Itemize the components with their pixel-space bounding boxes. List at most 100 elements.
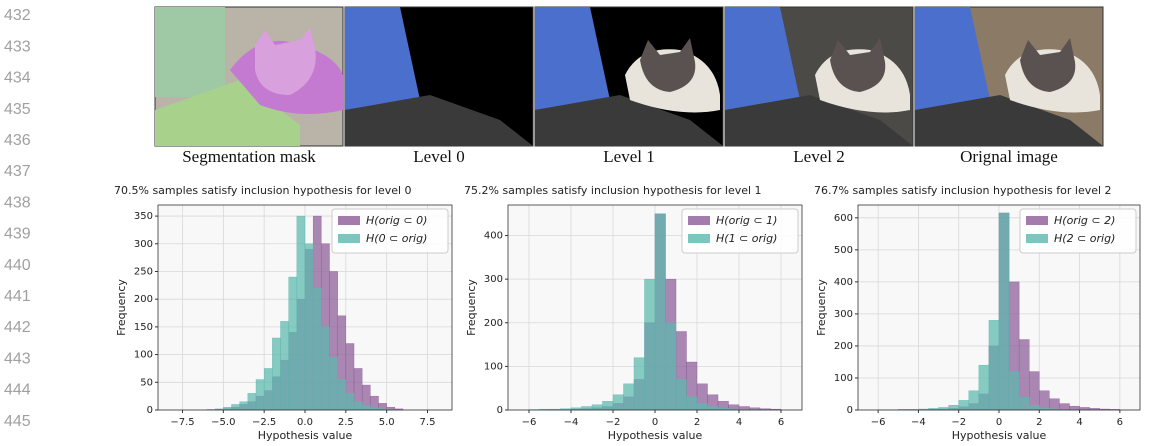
x-tick-label: 2.5 (338, 417, 354, 428)
legend-label: H(0 ⊂ orig) (366, 232, 427, 245)
legend-swatch (338, 216, 360, 225)
x-tick-label: −5.0 (211, 417, 235, 428)
histogram-bar (989, 320, 999, 410)
line-number: 437 (4, 163, 31, 180)
legend-swatch (1026, 216, 1048, 225)
x-tick-label: −4 (564, 417, 579, 428)
y-tick-label: 200 (834, 341, 853, 352)
y-tick-label: 0 (847, 405, 853, 416)
histogram-bar (592, 405, 603, 410)
histogram-bar (999, 213, 1009, 410)
y-tick-label: 50 (140, 377, 153, 388)
histogram-bar (613, 395, 624, 410)
x-axis-label: Hypothesis value (608, 429, 703, 442)
x-tick-label: 4 (1076, 417, 1082, 428)
histogram-bar (676, 379, 687, 410)
histogram-bar (1039, 391, 1049, 410)
y-axis-label: Frequency (115, 279, 128, 336)
histogram-bar (264, 368, 272, 410)
line-number: 434 (4, 70, 31, 87)
histogram-bar (289, 277, 297, 410)
histogram-bar (1070, 406, 1080, 410)
legend-label: H(orig ⊂ 0) (366, 214, 427, 227)
histogram-bar (697, 403, 708, 410)
y-tick-label: 100 (134, 350, 153, 361)
histogram-bar (687, 397, 698, 410)
histogram-bar (1049, 399, 1059, 410)
histogram-bar (1009, 372, 1019, 410)
image-caption: Segmentation mask (182, 147, 316, 166)
image-caption: Orignal image (960, 147, 1058, 166)
x-tick-label: 6 (778, 417, 784, 428)
x-tick-label: 0.0 (297, 417, 313, 428)
image-panel (725, 7, 913, 146)
y-axis-label: Frequency (465, 279, 478, 336)
histogram-bar (313, 288, 321, 410)
y-axis-label: Frequency (815, 279, 828, 336)
legend-swatch (688, 216, 710, 225)
histogram-bar (305, 244, 313, 410)
x-tick-label: 4 (736, 417, 742, 428)
y-tick-label: 0 (497, 405, 503, 416)
line-number: 439 (4, 226, 31, 243)
x-tick-label: 7.5 (420, 417, 436, 428)
histogram-bar (655, 214, 666, 410)
histogram-bar (354, 402, 362, 410)
y-tick-label: 350 (134, 211, 153, 222)
histogram-bar (1019, 397, 1029, 410)
line-number: 444 (4, 382, 31, 399)
x-tick-label: −2 (606, 417, 621, 428)
histogram-bar (248, 393, 256, 410)
image-caption: Level 2 (793, 147, 844, 166)
histogram-bar (321, 327, 329, 410)
histogram-chart: 76.7% samples satisfy inclusion hypothes… (814, 184, 1140, 442)
x-tick-label: −6 (522, 417, 537, 428)
line-number: 445 (4, 413, 31, 430)
histogram-chart: 70.5% samples satisfy inclusion hypothes… (114, 184, 452, 442)
legend-label: H(orig ⊂ 1) (716, 214, 777, 227)
image-panel (535, 7, 723, 146)
y-tick-label: 150 (134, 322, 153, 333)
histogram-bar (272, 338, 280, 410)
legend-swatch (1026, 234, 1048, 243)
legend-label: H(orig ⊂ 2) (1054, 214, 1115, 227)
chart-title: 70.5% samples satisfy inclusion hypothes… (114, 184, 412, 197)
histogram-bar (362, 406, 370, 410)
y-tick-label: 500 (834, 245, 853, 256)
x-axis-label: Hypothesis value (258, 429, 353, 442)
x-tick-label: −4 (911, 417, 926, 428)
histogram-bar (666, 323, 677, 410)
line-number: 435 (4, 101, 31, 118)
histogram-bar (969, 391, 979, 410)
x-tick-label: −6 (871, 417, 886, 428)
x-tick-label: −7.5 (170, 417, 194, 428)
histogram-bar (959, 400, 969, 410)
legend-swatch (688, 234, 710, 243)
legend-label: H(2 ⊂ orig) (1054, 232, 1115, 245)
y-tick-label: 100 (834, 373, 853, 384)
histogram-bar (223, 407, 231, 410)
histogram-bar (297, 216, 305, 410)
image-panel (345, 7, 533, 146)
x-tick-label: 0 (996, 417, 1002, 428)
histogram-bar (624, 384, 635, 410)
histogram-bar (582, 407, 593, 410)
y-tick-label: 300 (484, 274, 503, 285)
histogram-bar (1029, 405, 1039, 410)
histogram-bar (949, 405, 959, 410)
image-caption: Level 0 (413, 147, 464, 166)
y-tick-label: 400 (834, 277, 853, 288)
image-caption: Level 1 (603, 147, 654, 166)
histogram-bar (708, 407, 719, 410)
histogram-bar (1029, 372, 1039, 410)
y-tick-label: 300 (834, 309, 853, 320)
y-tick-label: 250 (134, 266, 153, 277)
line-number: 436 (4, 132, 31, 149)
y-tick-label: 400 (484, 231, 503, 242)
line-number: 438 (4, 194, 31, 211)
x-tick-label: −2 (951, 417, 966, 428)
histogram-chart: 75.2% samples satisfy inclusion hypothes… (464, 184, 802, 442)
image-panel (155, 7, 343, 146)
line-number: 443 (4, 350, 31, 367)
